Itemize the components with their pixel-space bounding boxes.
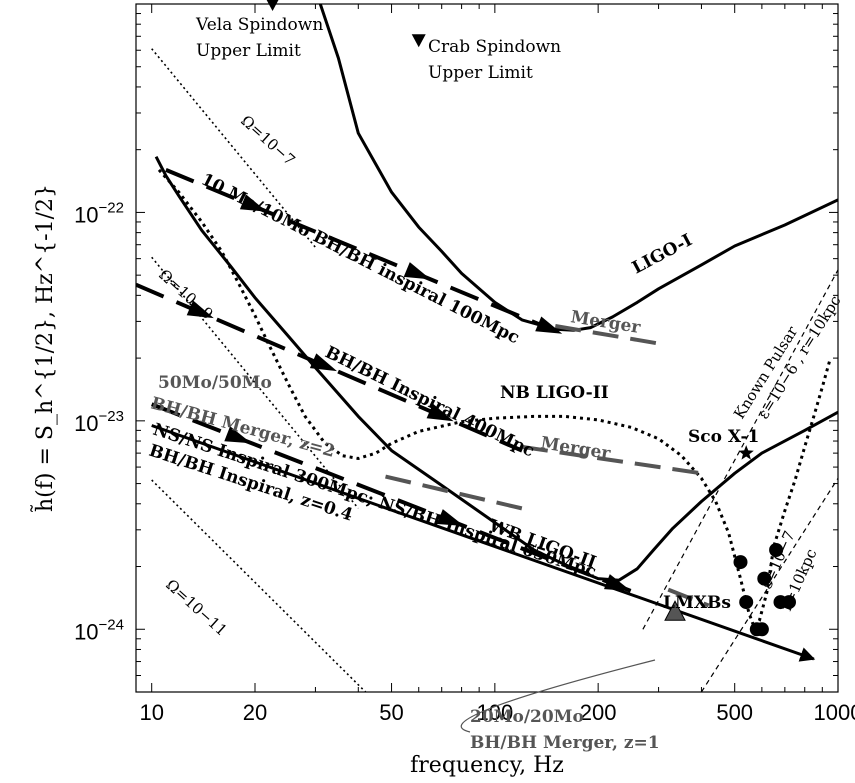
y-axis-label: h̃(f) = S_h^{1/2}, Hz^{-1/2}: [31, 184, 58, 513]
label-ligo1: LIGO-I: [629, 230, 696, 278]
x-axis-label: frequency, Hz: [410, 753, 564, 778]
series-10-7-r-10kpc-15: [700, 477, 838, 692]
marker-sco-x-1: [738, 445, 754, 460]
label-sco: Sco X-1: [688, 427, 759, 447]
series-10-9-12: [151, 256, 359, 509]
y-tick-label-2: 10−22: [74, 199, 124, 227]
label-bh10: 10 Mo/10Mo BH/BH inspiral 100Mpc: [198, 170, 523, 349]
axes-layer: 10 20 50 100 200 500 1000 10−24 10−23 10−22 freque…: [31, 3, 855, 778]
series-layer: [136, 4, 838, 692]
label-merger2: Merger: [539, 433, 613, 464]
label-bh20-1: 20Mo/20Mo: [470, 707, 584, 727]
plot-frame: [135, 3, 839, 693]
x-tick-label-500: 500: [716, 700, 753, 725]
text-layer: Vela Spindown Upper Limit Crab Spindown Upp…: [146, 15, 844, 753]
x-tick-label-20: 20: [243, 700, 267, 725]
series-50mo-50mo-bh-bh-merger-z-2-7: [385, 474, 523, 511]
y-tick-label-1: 10−23: [74, 408, 124, 436]
arrow-bh400-2: [309, 353, 337, 372]
x-tick-label-10: 10: [139, 700, 163, 725]
arrow-nsns-3: [604, 574, 632, 591]
series-nb-ligo-ii-2: [157, 168, 832, 629]
label-vela-2: Upper Limit: [196, 41, 301, 61]
label-omega11: Ω=10−11: [162, 576, 230, 640]
x-tick-label-50: 50: [379, 700, 403, 725]
label-lmxb: LMXBs: [663, 593, 731, 613]
arrow-bh10-3: [535, 316, 563, 334]
label-nb: NB LIGO-II: [500, 383, 609, 403]
label-bh50-1: 50Mo/50Mo: [158, 373, 272, 393]
series-10-mo-10mo-bh-bh-inspiral-100mpc-3: [165, 168, 557, 333]
series-20mo-20mo-bh-bh-merger-z-1-10: [667, 587, 710, 608]
label-bh20-2: BH/BH Merger, z=1: [470, 733, 660, 753]
y-tick-label-0: 10−24: [74, 616, 124, 644]
arrow-bh10-2: [403, 262, 431, 280]
lmxb-point-7: [754, 622, 769, 637]
lmxb-point-3: [757, 571, 772, 586]
series-merger-6: [521, 444, 702, 476]
arrow-bh400-1: [186, 300, 214, 319]
series-merger-4: [554, 324, 659, 346]
series-10-11-13: [151, 479, 367, 692]
label-omega7: Ω=10−7: [237, 112, 298, 170]
label-vela-1: Vela Spindown: [195, 15, 323, 35]
lmxb-point-4: [769, 543, 784, 557]
marker-vela-spindown-upper-limit: [266, 0, 279, 11]
arrow-nsns-2: [437, 509, 465, 526]
arrow-nsns-1: [224, 426, 252, 444]
x-tick-label-1000: 1000: [814, 700, 855, 725]
lmxb-point-6: [782, 595, 796, 610]
marker-crab-spindown-upper-limit: [411, 34, 426, 48]
arrow-bh10-1: [239, 194, 267, 212]
label-crab-1: Crab Spindown: [428, 37, 561, 57]
x-tick-label-200: 200: [580, 700, 617, 725]
lmxb-point-0: [733, 555, 748, 570]
label-crab-2: Upper Limit: [428, 63, 533, 83]
arrow-bh400-3: [426, 403, 454, 422]
label-omega9: Ω=10−9: [155, 266, 216, 324]
lmxb-point-1: [739, 595, 754, 610]
series-bh-bh-inspiral-z-0-4-9: [151, 424, 816, 662]
x-tick-label-100: 100: [476, 700, 513, 725]
leader-bh20: [460, 659, 656, 733]
marker-layer: [266, 0, 796, 637]
marker-20mo-20mo-bh-bh-merger-z-1: [664, 600, 686, 621]
